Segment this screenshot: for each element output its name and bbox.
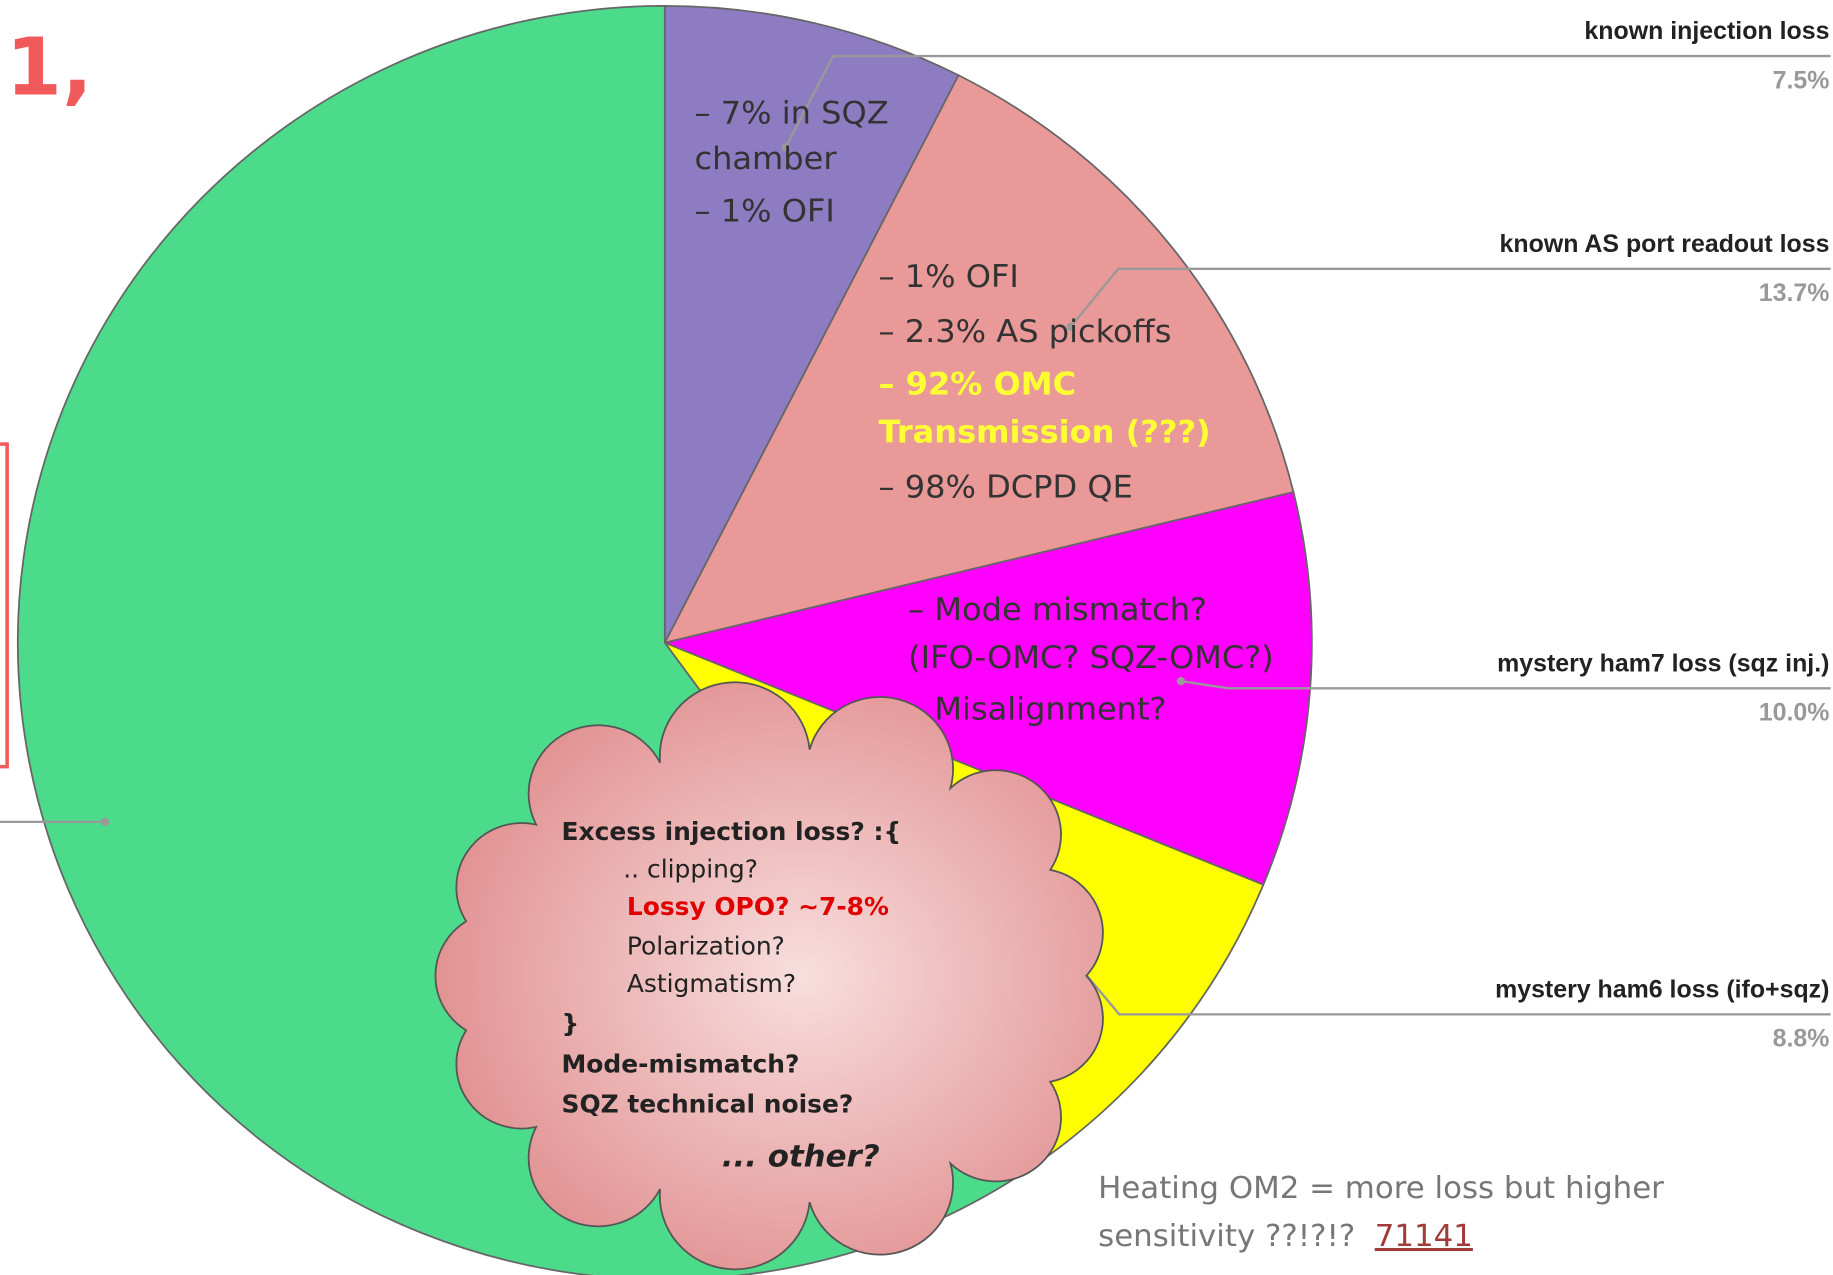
slice-note: – 7% in SQZ	[694, 95, 888, 132]
chart-title: H1,	[0, 21, 93, 113]
value-label: 13.7%	[1759, 280, 1830, 307]
slice-note: – 2.3% AS pickoffs	[879, 313, 1172, 350]
slice-note: chamber	[694, 140, 837, 177]
footnote-text: Heating OM2 = more loss but higher	[1098, 1171, 1664, 1206]
value-label: 7.5%	[1773, 67, 1830, 94]
slice-note: – 98% DCPD QE	[879, 469, 1133, 506]
slice-note: (IFO-OMC? SQZ-OMC?)	[908, 639, 1274, 676]
leader-dot	[1177, 677, 1185, 685]
footnote-link[interactable]: 71141	[1375, 1219, 1473, 1254]
value-label: 10.0%	[1759, 700, 1830, 727]
legend-label: mystery ham7 loss (sqz inj.)	[1497, 651, 1829, 678]
cloud-text: Polarization?	[627, 932, 785, 961]
slice-note: Transmission (???)	[879, 414, 1211, 451]
legend-label: mystery ham6 loss (ifo+sqz)	[1495, 977, 1829, 1004]
slice-note: – 1% OFI	[879, 258, 1019, 295]
chart: H1, known injection loss 7.5% known AS por…	[0, 0, 1833, 1275]
cloud-text: Mode-mismatch?	[562, 1050, 800, 1079]
cloud-text: SQZ technical noise?	[562, 1090, 854, 1119]
legend-label: known AS port readout loss	[1500, 231, 1830, 258]
slice-note: – Mode mismatch?	[908, 591, 1207, 628]
cloud-text: Lossy OPO? ~7-8%	[627, 892, 889, 921]
leader-dot	[101, 818, 109, 826]
cloud-text: .. clipping?	[623, 855, 758, 884]
frame-fragment	[0, 444, 7, 767]
cloud-text: }	[562, 1009, 580, 1038]
slice-note: – 92% OMC	[879, 366, 1077, 403]
cloud-text: Astigmatism?	[627, 969, 796, 998]
slice-note: – Misalignment?	[908, 691, 1166, 728]
page: H1, known injection loss 7.5% known AS por…	[0, 0, 1833, 1275]
value-label: 8.8%	[1773, 1026, 1830, 1053]
cloud-text: Excess injection loss? :{	[562, 817, 902, 846]
slice-note: – 1% OFI	[694, 193, 834, 230]
cloud-text: ... other?	[722, 1140, 880, 1175]
footnote-text: sensitivity ??!?!?	[1098, 1219, 1355, 1254]
legend-label: known injection loss	[1584, 18, 1829, 45]
